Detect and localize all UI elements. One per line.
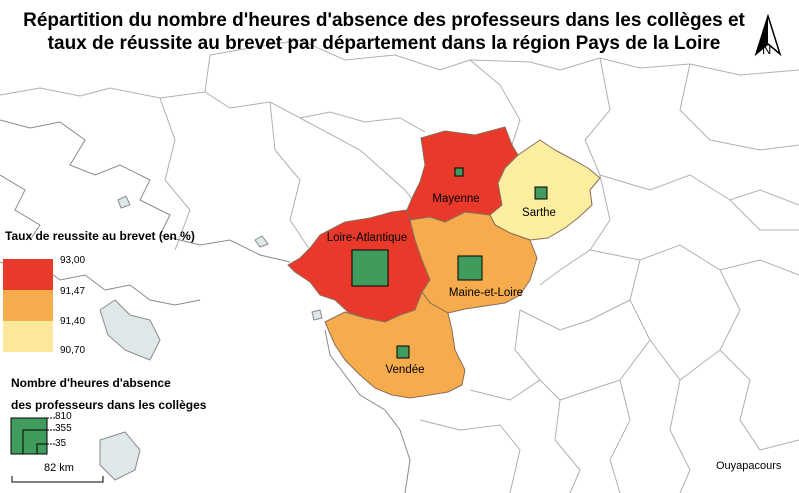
dept-vendee[interactable] — [324, 291, 466, 399]
legend-class-3-swatch — [3, 321, 53, 352]
legend-value-2: 91,47 — [60, 286, 86, 297]
symbol-vendee — [396, 345, 410, 359]
scale-bar — [11, 476, 104, 483]
credit-text: Ouyapacours — [716, 460, 782, 472]
label-mayenne: Mayenne — [432, 193, 480, 205]
islands — [99, 195, 323, 481]
legend-symbols-graphic — [10, 417, 55, 455]
symbol-mayenne — [454, 167, 464, 177]
legend-symbols-title-line2: des professeurs dans les collèges — [11, 398, 207, 412]
north-arrow-icon — [754, 14, 782, 57]
label-sarthe: Sarthe — [522, 207, 556, 219]
symbol-maine-et-loire — [457, 255, 483, 281]
legend-class-2-swatch — [3, 290, 53, 321]
legend-size-355: 355 — [55, 423, 72, 434]
symbols-layer — [351, 167, 548, 359]
legend-value-3: 91,40 — [60, 316, 86, 327]
legend-choropleth-title: Taux de reussite au brevet (en %) — [5, 229, 195, 243]
north-label: N — [762, 42, 772, 57]
label-loire-atlantique: Loire-Atlantique — [326, 232, 408, 244]
map-title: Répartition du nombre d'heures d'absence… — [23, 10, 745, 54]
context-boundaries — [0, 39, 799, 493]
scale-bar-label: 82 km — [44, 462, 74, 474]
label-maine-et-loire: Maine-et-Loire — [448, 287, 524, 299]
symbol-loire-atlantique — [351, 249, 389, 287]
legend-size-35: 35 — [55, 438, 67, 449]
legend-size-810: 810 — [55, 411, 72, 422]
symbol-sarthe — [534, 186, 548, 200]
legend-class-1-swatch — [3, 259, 53, 290]
legend-value-1: 93,00 — [60, 255, 86, 266]
label-vendee: Vendée — [385, 364, 425, 376]
departments-layer — [287, 126, 601, 399]
legend-value-4: 90,70 — [60, 345, 86, 356]
legend-symbols-title-line1: Nombre d'heures d'absence — [11, 376, 171, 390]
